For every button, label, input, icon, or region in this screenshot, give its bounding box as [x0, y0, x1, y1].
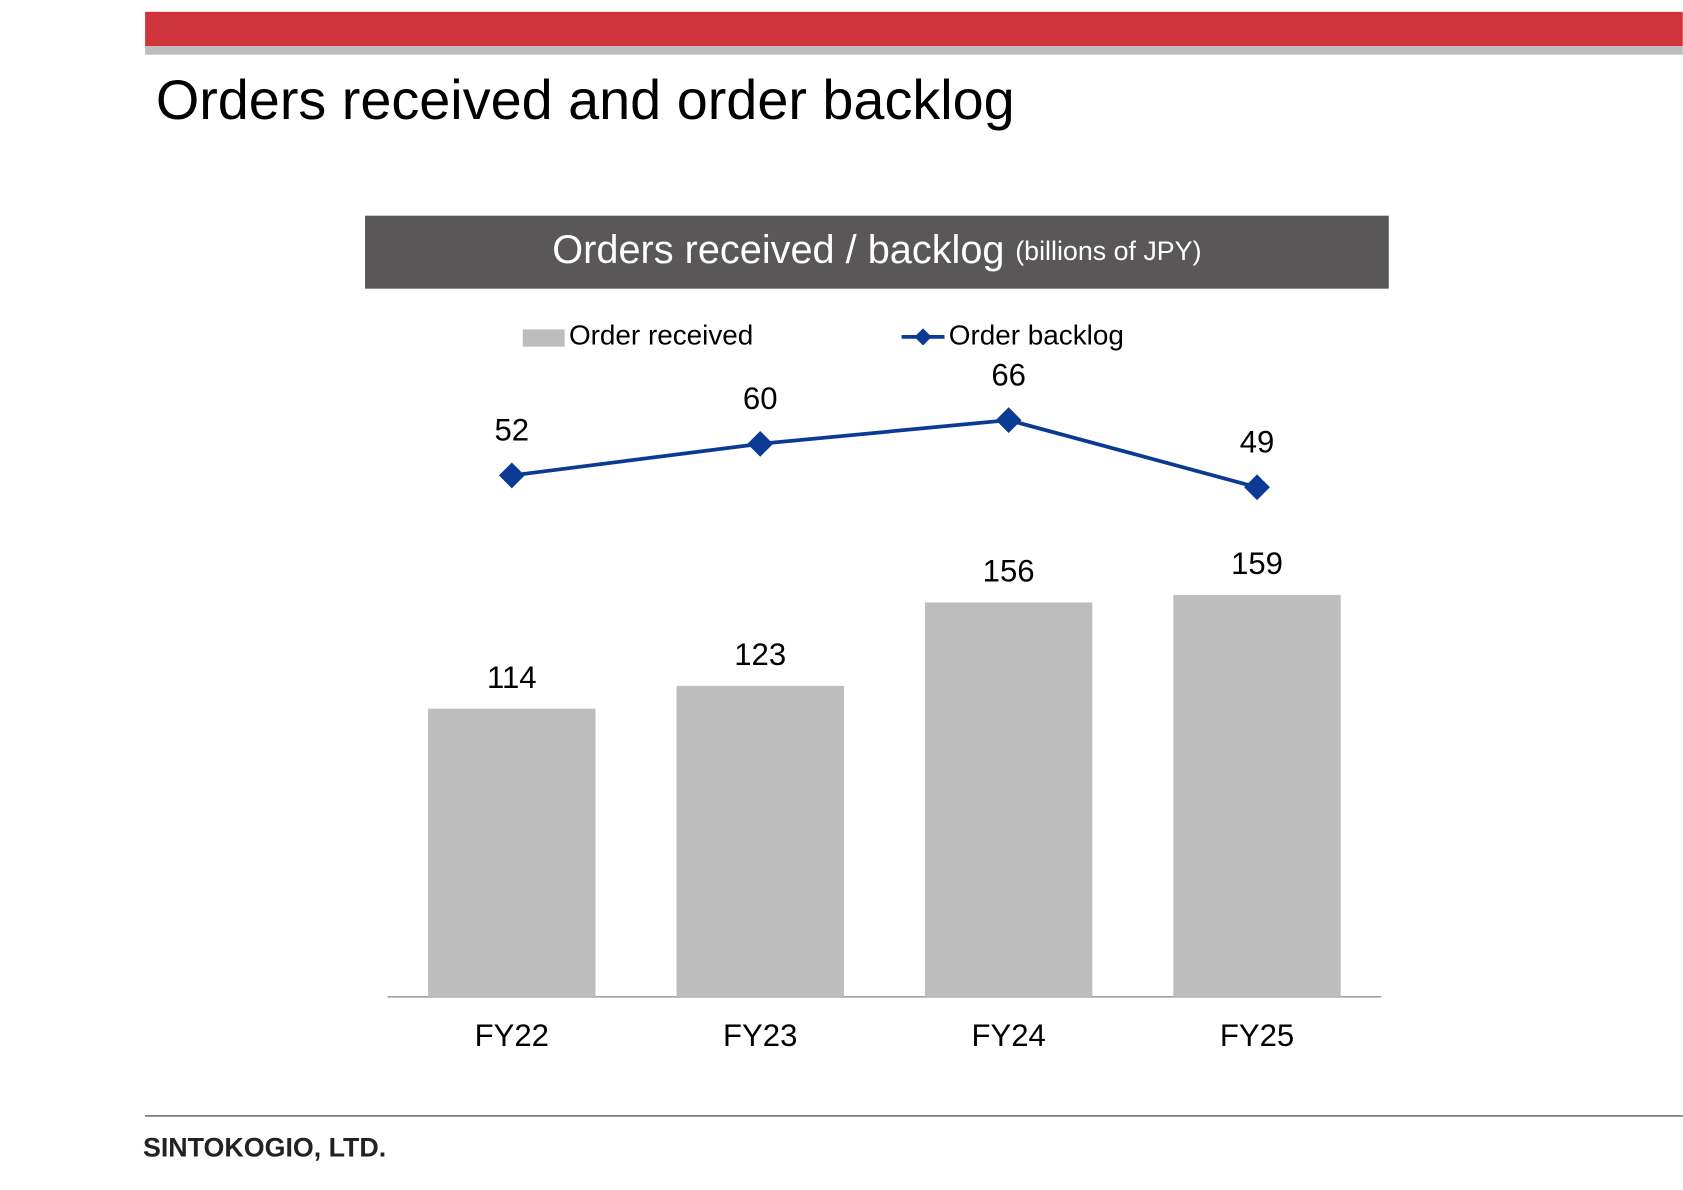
x-tick-label: FY25 — [1220, 1018, 1294, 1053]
x-tick-label: FY22 — [475, 1018, 549, 1053]
marker — [995, 407, 1022, 434]
x-tick-label: FY23 — [723, 1018, 797, 1053]
bar — [676, 685, 844, 997]
legend-swatch — [522, 329, 565, 347]
line — [511, 418, 1258, 490]
data-label: 123 — [734, 637, 786, 672]
company-name: SINTOKOGIO, LTD. — [143, 1132, 386, 1162]
chart-title: Orders received / backlog — [552, 229, 1004, 273]
bar — [1173, 594, 1341, 997]
data-label: 114 — [487, 660, 537, 695]
data-label: 156 — [983, 554, 1035, 589]
chart-title-group: Orders received / backlog (billions of JP… — [552, 229, 1201, 273]
bar — [428, 708, 596, 997]
page-title: Orders received and order backlog — [156, 68, 1015, 131]
data-label: 66 — [991, 357, 1026, 392]
data-label: 52 — [495, 413, 530, 448]
x-tick-label: FY24 — [971, 1018, 1045, 1053]
legend-marker — [914, 328, 932, 346]
marker — [1244, 474, 1270, 501]
chart-header — [365, 215, 1389, 289]
top-band — [145, 11, 1683, 47]
legend-label: Order backlog — [949, 319, 1124, 350]
legend-label: Order received — [569, 319, 753, 350]
top-strip — [145, 46, 1683, 55]
data-label: 60 — [743, 381, 778, 416]
chart-subtitle: (billions of JPY) — [1015, 236, 1201, 266]
marker — [498, 462, 525, 489]
data-label: 49 — [1240, 425, 1275, 460]
data-label: 159 — [1231, 546, 1283, 581]
marker — [747, 430, 774, 457]
bar — [924, 602, 1093, 997]
